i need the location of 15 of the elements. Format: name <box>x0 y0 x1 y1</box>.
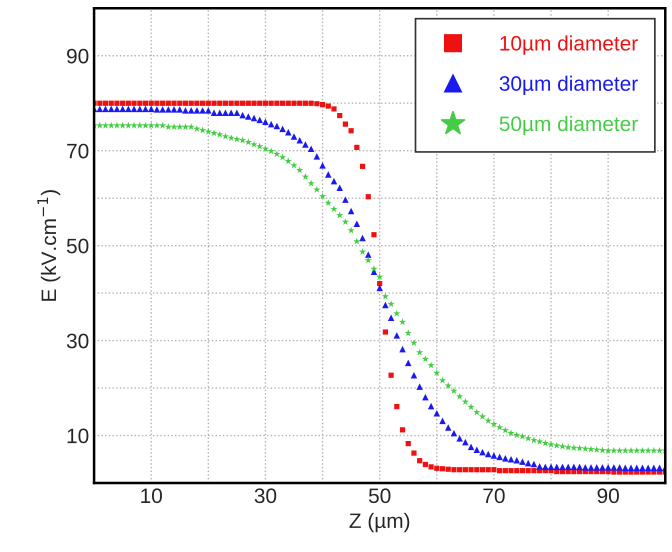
legend-label: 30µm diameter <box>500 76 638 96</box>
y-tick-label: 90 <box>67 48 88 64</box>
x-tick-label: 70 <box>483 488 505 504</box>
y-tick-label: 70 <box>67 144 88 158</box>
x-tick-label: 90 <box>598 488 619 504</box>
y-tick-label: 30 <box>66 334 88 348</box>
x-axis-title: Z (µm) <box>349 512 410 532</box>
y-tick-label: 50 <box>66 238 88 254</box>
legend-label: 50µm diameter <box>500 116 638 136</box>
legend-label: 10µm diameter <box>500 35 638 55</box>
x-tick-label: 30 <box>254 488 276 504</box>
x-tick-label: 50 <box>368 488 390 504</box>
y-axis-title: E (kV.cm$^{−1}$) <box>37 190 60 301</box>
y-tick-label: 10 <box>68 428 88 444</box>
x-tick-label: 10 <box>141 488 162 504</box>
